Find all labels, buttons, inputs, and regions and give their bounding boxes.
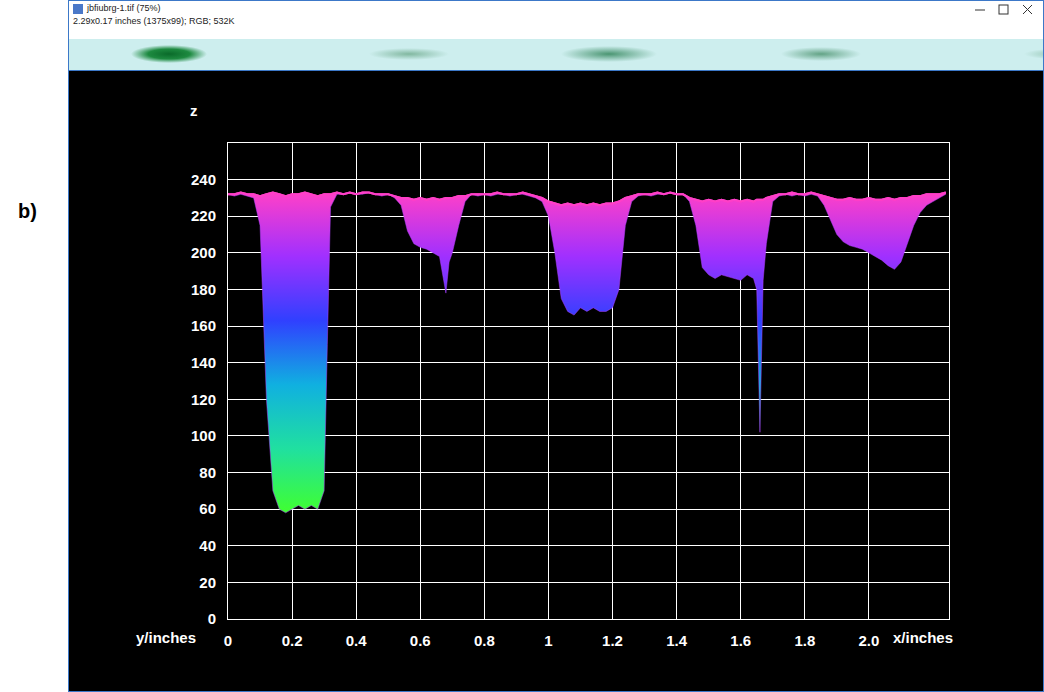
svg-text:240: 240 xyxy=(191,171,216,188)
svg-text:0.2: 0.2 xyxy=(282,632,303,649)
svg-text:1.8: 1.8 xyxy=(794,632,815,649)
svg-text:0.4: 0.4 xyxy=(346,632,368,649)
svg-text:80: 80 xyxy=(199,464,216,481)
svg-text:0: 0 xyxy=(224,632,232,649)
html-text:2.29x0.17 inches (1375x99); RG: 2.29x0.17 inches (1375x99); RGB; 532K xyxy=(73,16,235,26)
svg-text:100: 100 xyxy=(191,427,216,444)
svg-text:y/inches: y/inches xyxy=(136,629,196,646)
html-text:jbfiubrg-1.tif (75%): jbfiubrg-1.tif (75%) xyxy=(87,3,161,13)
svg-text:40: 40 xyxy=(199,537,216,554)
svg-text:1.4: 1.4 xyxy=(666,632,688,649)
svg-text:180: 180 xyxy=(191,281,216,298)
svg-text:x/inches: x/inches xyxy=(893,629,953,646)
html-text:b): b) xyxy=(18,200,37,222)
svg-text:1.6: 1.6 xyxy=(730,632,751,649)
svg-text:1.2: 1.2 xyxy=(602,632,623,649)
svg-text:0.6: 0.6 xyxy=(410,632,431,649)
svg-text:z: z xyxy=(190,102,198,119)
svg-text:60: 60 xyxy=(199,500,216,517)
svg-text:160: 160 xyxy=(191,317,216,334)
svg-text:0.8: 0.8 xyxy=(474,632,495,649)
svg-text:2.0: 2.0 xyxy=(858,632,879,649)
svg-text:0: 0 xyxy=(208,610,216,627)
svg-text:20: 20 xyxy=(199,574,216,591)
svg-text:220: 220 xyxy=(191,207,216,224)
svg-text:1: 1 xyxy=(544,632,552,649)
svg-text:120: 120 xyxy=(191,391,216,408)
svg-text:200: 200 xyxy=(191,244,216,261)
svg-text:140: 140 xyxy=(191,354,216,371)
